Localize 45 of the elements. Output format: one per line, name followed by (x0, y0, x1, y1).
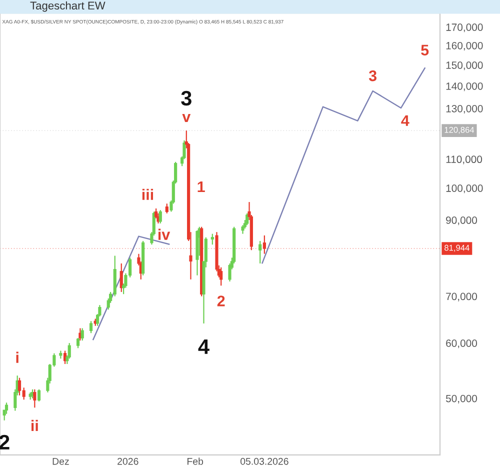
y-tick-label: 70,000 (446, 292, 478, 302)
y-tick-label: 100,000 (446, 184, 483, 194)
candlestick (76, 337, 80, 349)
annotation: iii (142, 188, 154, 200)
y-tick-label: 110,000 (446, 156, 482, 164)
candlestick (158, 210, 162, 224)
y-tick-label: 170,000 (446, 24, 483, 32)
annotation: 2 (217, 296, 225, 306)
candlestick (262, 234, 266, 254)
x-tick-label: Feb (187, 458, 204, 465)
annotation: 3 (181, 90, 192, 106)
annotation: 5 (421, 44, 429, 56)
x-tick-label: 2026 (118, 458, 138, 465)
line-series (262, 67, 426, 264)
candlestick (37, 388, 41, 402)
ref-line-label: 120,864 (444, 126, 474, 134)
x-tick-label: 05.03.2026 (240, 458, 288, 465)
x-tick-label: Dez (52, 458, 69, 465)
y-tick-label: 50,000 (446, 394, 478, 404)
y-tick-label: 90,000 (446, 216, 478, 226)
candlestick (18, 377, 22, 396)
annotation: iv (158, 228, 170, 240)
chart-title: Tageschart EW (30, 1, 106, 12)
y-tick-label: 160,000 (446, 42, 483, 51)
annotation: 1 (198, 181, 205, 192)
y-tick-label: 130,000 (446, 104, 483, 114)
annotation: ii (32, 420, 38, 431)
candlestick (210, 233, 214, 246)
ref-line-label: 81,944 (444, 244, 470, 252)
candlestick (258, 240, 262, 264)
annotation: 4 (198, 340, 210, 354)
candlestick (4, 402, 8, 414)
candlestick (33, 388, 36, 408)
candlestick (220, 266, 223, 286)
annotation: 3 (368, 70, 377, 82)
candlestick (165, 203, 168, 214)
candlestick (120, 262, 123, 293)
y-tick-label: 150,000 (446, 62, 483, 70)
y-tick-label: 140,000 (446, 82, 483, 92)
candlestick (246, 212, 249, 226)
annotation: i (16, 352, 18, 363)
candlestick (89, 320, 93, 334)
annotation: 4 (401, 115, 410, 126)
y-tick-label: 60,000 (446, 340, 478, 348)
annotation: v (182, 114, 191, 122)
